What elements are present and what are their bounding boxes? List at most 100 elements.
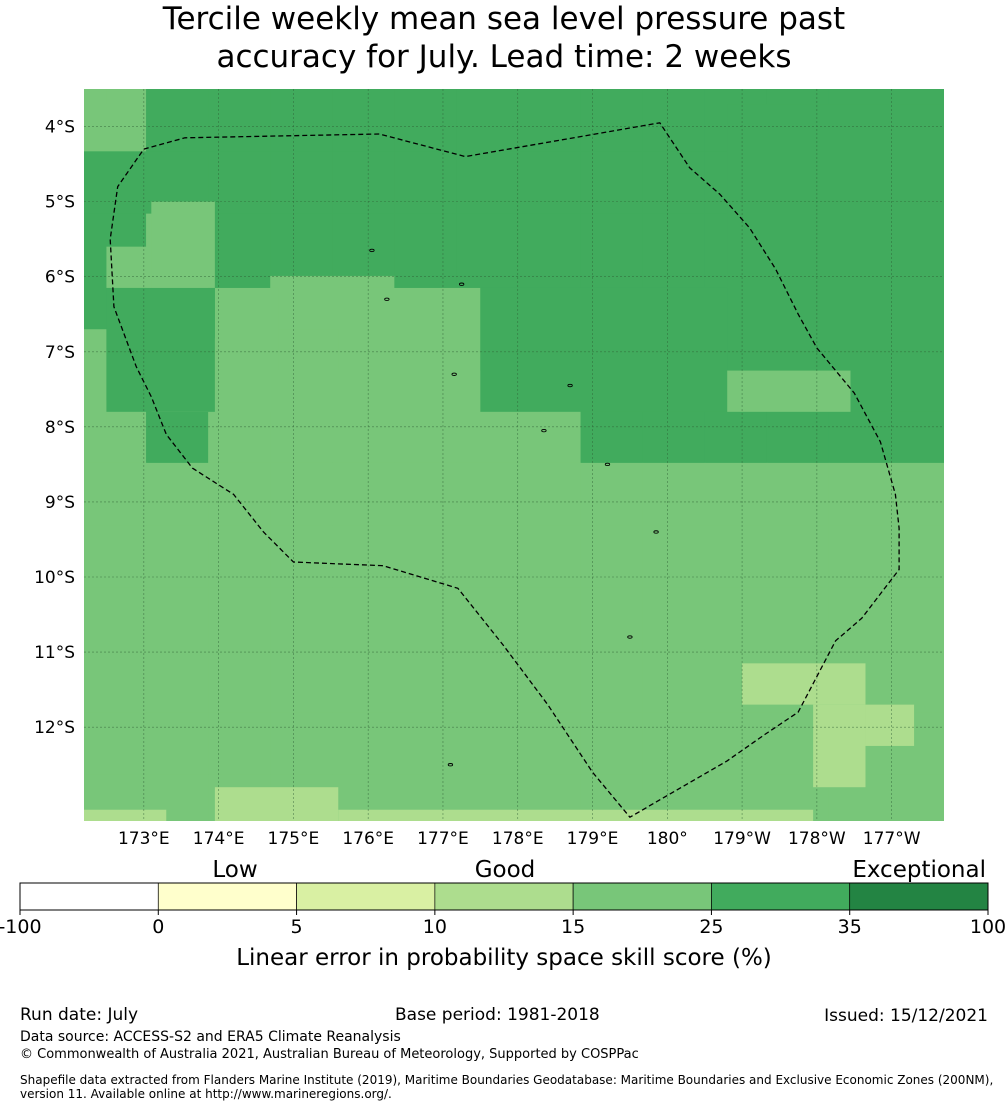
skill-cell: [332, 89, 395, 152]
skill-cells: [84, 89, 944, 821]
skill-cell: [518, 587, 582, 651]
skill-cell: [270, 89, 333, 152]
shapefile-credit-line2: version 11. Available online at http://w…: [20, 1087, 392, 1101]
x-tick-label: 176°E: [342, 829, 394, 849]
skill-cell: [518, 525, 582, 589]
x-tick-label: 178°W: [788, 829, 846, 849]
colorbar-category-low: Low: [212, 857, 257, 883]
skill-cell: [642, 89, 706, 152]
skill-cell: [208, 151, 271, 215]
skill-cell: [394, 213, 458, 277]
skill-cell: [270, 649, 333, 713]
skill-cell: [580, 213, 644, 277]
skill-cell: [270, 525, 333, 589]
colorbar-tick-label: 0: [152, 916, 164, 938]
skill-cell: [208, 89, 271, 152]
skill-cell: [84, 462, 147, 526]
x-tick-label: 178°E: [492, 829, 544, 849]
colorbar-swatch: [849, 882, 989, 911]
skill-cell: [84, 89, 107, 105]
skill-cell: [642, 151, 706, 215]
skill-cell: [642, 649, 706, 713]
skill-cell: [332, 462, 395, 526]
skill-cell: [580, 712, 644, 776]
skill-cell: [84, 587, 147, 651]
skill-cell: [208, 462, 271, 526]
skill-cell: [518, 151, 582, 215]
skill-cell: [580, 587, 644, 651]
skill-cell: [518, 462, 582, 526]
skill-cell: [394, 712, 458, 776]
skill-cell: [580, 151, 644, 215]
island-outline: [384, 297, 390, 301]
skill-cell: [456, 462, 520, 526]
colorbar-swatch: [711, 882, 851, 911]
y-tick-label: 4°S: [45, 118, 75, 138]
x-tick-label: 179°E: [567, 829, 619, 849]
skill-cell: [642, 525, 706, 589]
skill-cell: [518, 774, 582, 821]
skill-cell: [270, 587, 333, 651]
skill-cell: [84, 525, 147, 589]
island-outline: [653, 530, 659, 534]
skill-cell: [270, 462, 333, 526]
colorbar-title: Linear error in probability space skill …: [236, 945, 772, 971]
colorbar-swatch: [434, 882, 574, 911]
skill-cell: [208, 587, 271, 651]
skill-cell: [456, 587, 520, 651]
skill-cell: [84, 712, 147, 776]
y-tick-label: 6°S: [45, 268, 75, 288]
y-tick-label: 9°S: [45, 493, 75, 513]
x-tick-label: 173°E: [118, 829, 170, 849]
colorbar-tick-label: 15: [561, 916, 585, 938]
skill-cell: [338, 809, 814, 821]
skill-cell: [84, 774, 147, 821]
colorbar-swatch: [572, 882, 712, 911]
skill-cell: [332, 525, 395, 589]
skill-cell: [828, 525, 892, 589]
skill-cell: [146, 712, 209, 776]
skill-cell: [704, 525, 768, 589]
skill-cell: [456, 151, 520, 215]
eez-boundary: [109, 122, 900, 819]
skill-cell: [332, 151, 395, 215]
skill-cell: [146, 649, 209, 713]
x-axis-ticks: 173°E 174°E 175°E 176°E 177°E 178°E 179°E 180° 1…: [118, 829, 921, 849]
island-outline: [459, 282, 465, 286]
run-date: Run date: July: [20, 1005, 139, 1025]
skill-cell: [394, 587, 458, 651]
colorbar-tick-label: 10: [423, 916, 447, 938]
skill-cell: [151, 201, 215, 288]
skill-cell: [106, 287, 215, 412]
y-tick-label: 10°S: [34, 568, 75, 588]
skill-cell: [704, 587, 768, 651]
colorbar-tick-label: 25: [699, 916, 723, 938]
map-area: [84, 89, 944, 821]
skill-cell: [146, 89, 209, 152]
skill-cell: [208, 213, 271, 277]
skill-cell: [890, 587, 944, 651]
skill-cell: [766, 587, 830, 651]
x-tick-label: 174°E: [193, 829, 245, 849]
x-tick-label: 179°W: [713, 829, 771, 849]
gridlines: [84, 89, 944, 821]
skill-cell: [208, 525, 271, 589]
colorbar: Low Good Exceptional -100 0 5 10 15 25 35 100 L…: [0, 857, 1006, 971]
skill-cell: [270, 213, 333, 277]
y-tick-label: 5°S: [45, 193, 75, 213]
colorbar-tick-label: 100: [970, 916, 1006, 938]
y-tick-label: 7°S: [45, 343, 75, 363]
skill-cell: [580, 525, 644, 589]
skill-cell: [727, 104, 944, 371]
colorbar-category-good: Good: [475, 857, 536, 883]
skill-cell: [766, 462, 830, 526]
skill-cell: [642, 462, 706, 526]
skill-cell: [828, 462, 892, 526]
skill-cell: [270, 712, 333, 776]
skill-cell: [580, 462, 644, 526]
skill-cell: [208, 649, 271, 713]
skill-cell: [214, 787, 339, 821]
skill-cell: [332, 649, 395, 713]
island-coastlines: [369, 248, 659, 767]
